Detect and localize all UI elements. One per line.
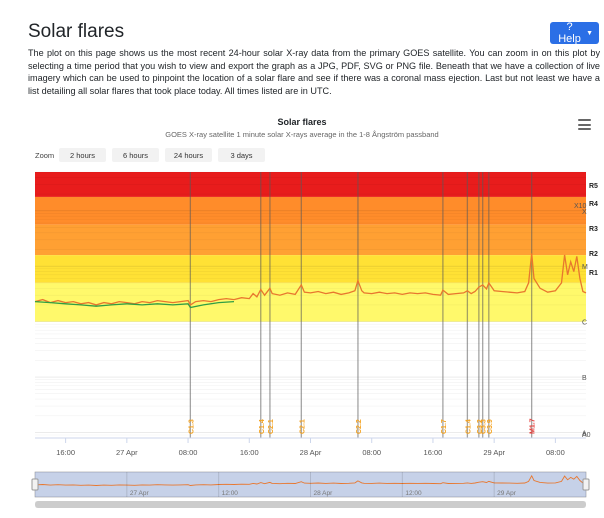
flare-label: C3.3 (481, 419, 488, 434)
navigator-label: 28 Apr (314, 490, 334, 497)
x-axis-tick-label: 08:00 (179, 448, 198, 457)
chart-subtitle: GOES X-ray satellite 1 minute solar X-ra… (165, 130, 439, 139)
flare-label: C2.1 (299, 419, 306, 434)
help-label: ? Help (558, 21, 581, 45)
x-axis-tick-label: 28 Apr (300, 448, 322, 457)
flare-class-band (35, 172, 586, 197)
navigator-label: 27 Apr (130, 490, 150, 497)
navigator-label: 12:00 (222, 490, 239, 497)
xray-series-line (34, 300, 235, 309)
chart-menu-icon[interactable] (578, 119, 591, 130)
flare-class-band (35, 196, 586, 225)
zoom-2-hours-button[interactable]: 2 hours (59, 148, 106, 162)
flare-label: C1.4 (259, 419, 266, 434)
flare-class-band (35, 224, 586, 256)
navigator-scrollbar-thumb (35, 501, 586, 508)
class-axis-label: X10 (574, 203, 587, 210)
navigator-handle (582, 478, 590, 491)
navigator-label: 12:00 (405, 490, 422, 497)
chart-title: Solar flares (277, 117, 327, 127)
navigator-series (34, 474, 587, 486)
navigator-selection (35, 472, 586, 497)
flare-label: C3.9 (487, 419, 494, 434)
radio-blackout-label: R4 (589, 201, 598, 208)
radio-blackout-label: R5 (589, 183, 598, 190)
radio-blackout-label: R3 (589, 226, 598, 233)
x-axis-tick-label: 29 Apr (483, 448, 505, 457)
class-axis-label: C (582, 320, 587, 327)
navigator-area (34, 471, 587, 498)
navigator-handle (31, 478, 39, 491)
zoom-3-days-button[interactable]: 3 days (218, 148, 265, 162)
flare-label: C1.4 (465, 419, 472, 434)
class-axis-label: X (582, 209, 587, 216)
navigator-label: 29 Apr (497, 490, 517, 497)
caret-down-icon: ▼ (586, 29, 593, 37)
flare-label: C1.3 (188, 419, 195, 434)
x-axis-tick-label: 27 Apr (116, 448, 138, 457)
zoom-label: Zoom (35, 151, 55, 160)
x-axis-tick-label: 16:00 (56, 448, 75, 457)
class-axis-label: A0 (582, 432, 591, 439)
class-axis-label: B (582, 375, 587, 382)
intro-paragraph: The plot on this page shows us the most … (28, 48, 600, 96)
class-axis-label: A (582, 430, 587, 437)
zoom-24-hours-button[interactable]: 24 hours (165, 148, 212, 162)
page-title: Solar flares (28, 21, 125, 42)
flare-label: C1.7 (441, 419, 448, 434)
flare-label: C2.1 (268, 419, 275, 434)
x-axis-tick-label: 08:00 (362, 448, 381, 457)
radio-blackout-label: R2 (589, 251, 598, 258)
flare-class-band (35, 255, 586, 283)
flare-label: C3.2 (477, 419, 484, 434)
zoom-6-hours-button[interactable]: 6 hours (112, 148, 159, 162)
x-axis-tick-label: 16:00 (240, 448, 259, 457)
flare-label: M1.7 (530, 418, 537, 434)
class-axis-label: M (582, 264, 588, 271)
x-axis-tick-label: 16:00 (424, 448, 443, 457)
radio-blackout-label: R1 (589, 270, 598, 277)
xray-series-line (34, 253, 587, 306)
flare-label: C2.2 (356, 419, 363, 434)
x-axis-tick-label: 08:00 (546, 448, 565, 457)
help-button[interactable]: ? Help ▼ (550, 21, 599, 45)
